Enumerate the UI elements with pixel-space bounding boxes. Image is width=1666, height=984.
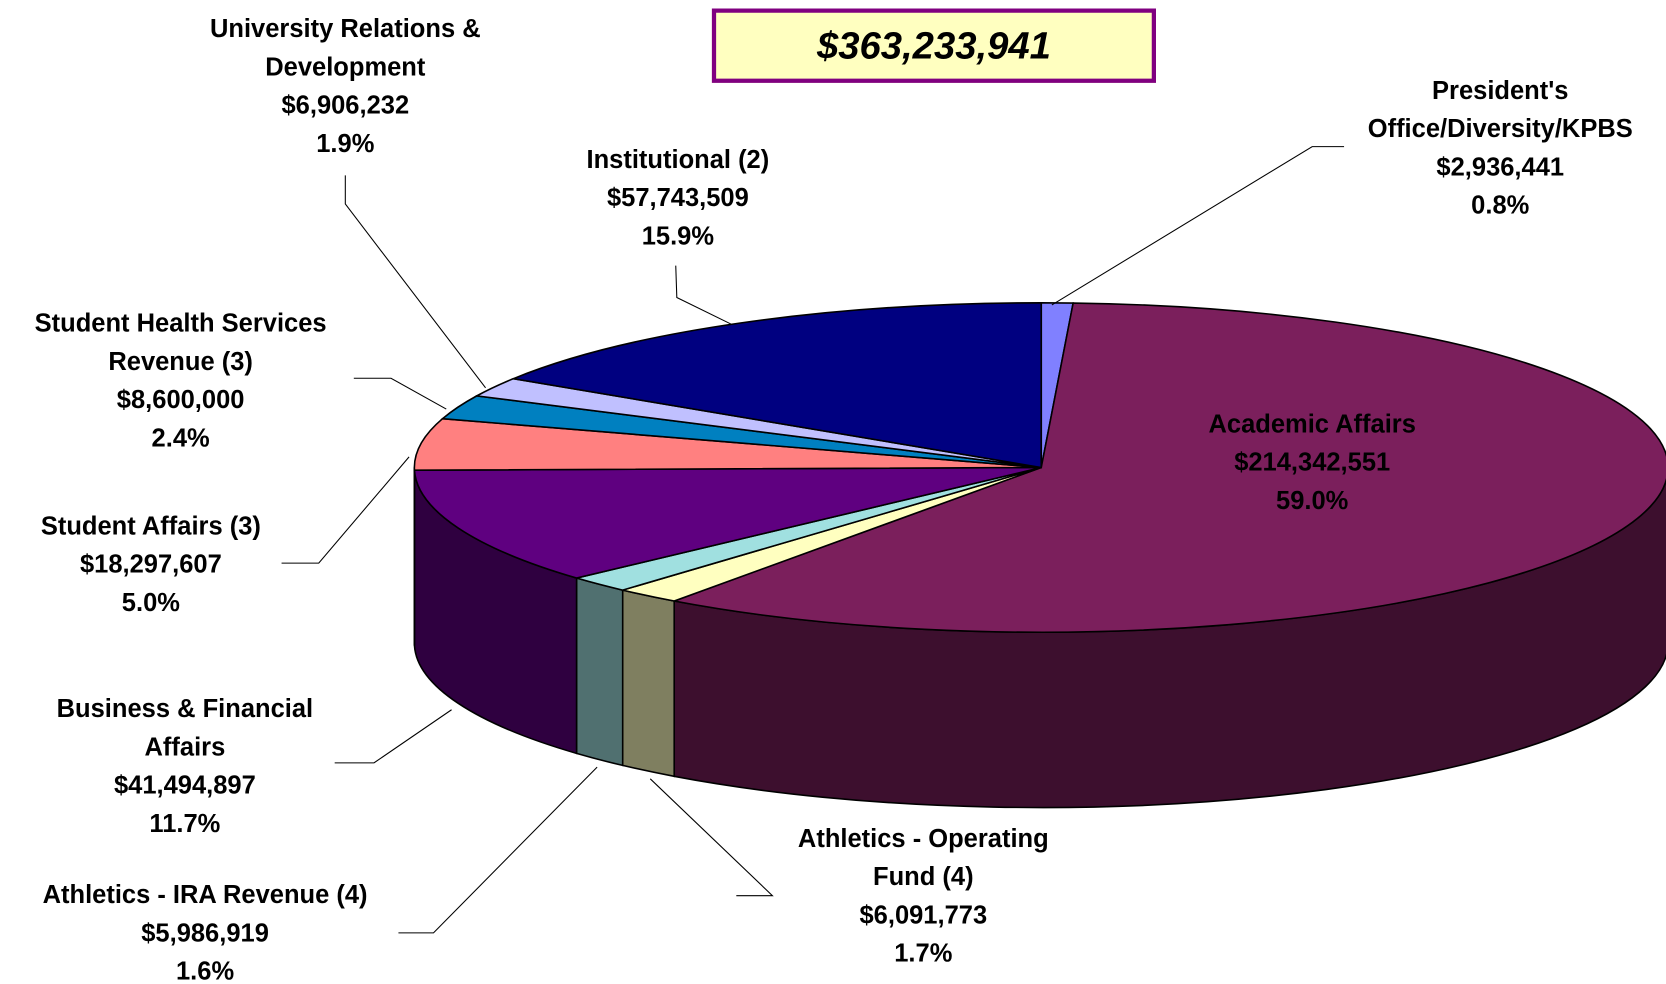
- label-name: Athletics - Operating Fund (4): [797, 824, 1049, 892]
- leader-line: [675, 265, 732, 325]
- slice-side: [621, 589, 675, 778]
- label-percent: 15.9%: [641, 222, 715, 251]
- label-name: Academic Affairs: [1208, 410, 1416, 439]
- label-percent: 11.7%: [149, 809, 221, 839]
- label-name: Athletics - IRA Revenue (4): [42, 880, 368, 910]
- slice-label: University Relations & Development $6,906…: [175, 11, 515, 164]
- label-percent: 59.0%: [1276, 486, 1349, 516]
- slice-label: President's Office/Diversity/KPBS $2,936,…: [1341, 72, 1660, 225]
- leader-line: [1051, 146, 1345, 306]
- label-percent: 1.7%: [894, 939, 953, 968]
- slice-label: Business & Financial Affairs $41,494,897 1…: [26, 691, 345, 844]
- slice-label: Student Health Services Revenue (3) $8,60…: [5, 305, 356, 458]
- label-percent: 1.6%: [175, 957, 235, 984]
- label-value: $6,091,773: [859, 901, 988, 930]
- label-name: Student Health Services Revenue (3): [34, 309, 327, 377]
- label-name: University Relations & Development: [209, 14, 481, 82]
- label-name: President's Office/Diversity/KPBS: [1367, 76, 1633, 144]
- label-value: $214,342,551: [1234, 448, 1391, 478]
- tops: [413, 302, 1666, 633]
- label-percent: 5.0%: [121, 588, 180, 618]
- slice: [413, 466, 1042, 579]
- label-value: $6,906,232: [281, 91, 410, 121]
- label-percent: 1.9%: [316, 129, 375, 159]
- label-value: $57,743,509: [606, 183, 749, 213]
- label-name: Business & Financial Affairs: [56, 694, 314, 762]
- label-value: $2,936,441: [1436, 153, 1565, 182]
- slice-label: Institutional (2) $57,743,509 15.9%: [519, 141, 838, 256]
- slice-label: Athletics - Operating Fund (4) $6,091,773…: [769, 820, 1077, 973]
- leader-line: [334, 709, 452, 764]
- chart-title: $363,233,941: [711, 8, 1156, 83]
- label-percent: 0.8%: [1471, 191, 1530, 220]
- label-name: Student Affairs (3): [40, 512, 261, 541]
- label-percent: 2.4%: [151, 423, 210, 453]
- leader-lines: [281, 146, 1345, 934]
- slice: [510, 302, 1043, 469]
- leader-line: [649, 778, 774, 897]
- label-value: $41,494,897: [113, 771, 256, 801]
- label-value: $5,986,919: [141, 919, 269, 948]
- slice: [671, 302, 1666, 633]
- leader-line: [281, 456, 410, 564]
- leader-line: [344, 175, 486, 389]
- slice-side: [575, 576, 624, 767]
- leader-line: [398, 766, 598, 934]
- label-value: $18,297,607: [79, 550, 222, 580]
- label-value: $8,600,000: [116, 385, 245, 415]
- leader-line: [353, 377, 447, 410]
- slice-label: Athletics - IRA Revenue (4) $5,986,919 1.6…: [3, 877, 407, 984]
- sides: [413, 467, 1666, 809]
- slice: [413, 417, 1042, 472]
- slice-label: Academic Affairs $214,342,551 59.0%: [1121, 406, 1504, 521]
- slice-label: Student Affairs (3) $18,297,607 5.0%: [0, 508, 310, 623]
- label-name: Institutional (2): [586, 145, 770, 175]
